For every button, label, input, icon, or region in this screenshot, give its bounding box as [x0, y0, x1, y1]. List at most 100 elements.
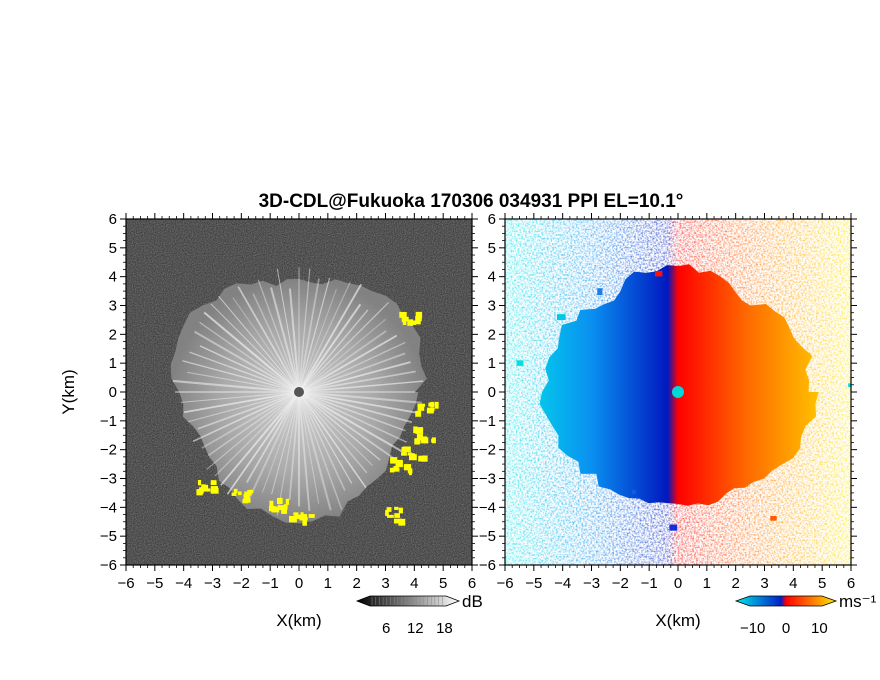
snr-streak	[276, 391, 300, 516]
snr-streak	[298, 301, 390, 393]
snr-streak	[298, 391, 406, 432]
snr-highlight-cluster	[401, 446, 428, 462]
snr-radial-streaks	[172, 267, 424, 516]
snr-streak	[298, 278, 320, 393]
y-tick-label: −6	[100, 557, 117, 574]
velocity-colorbar-unit: ms⁻¹	[839, 592, 877, 611]
snr-streak	[276, 268, 300, 393]
snr-highlight-cluster	[413, 426, 436, 445]
x-tick-label: 2	[731, 575, 739, 592]
snr-streak	[298, 391, 416, 414]
snr-streak	[298, 283, 363, 393]
snr-streak	[214, 391, 300, 477]
y-tick-label: 5	[488, 240, 496, 257]
x-tick-label: 5	[439, 575, 447, 592]
snr-streak	[257, 279, 300, 393]
y-tick-label: −1	[100, 413, 117, 430]
snr-streak	[271, 391, 300, 495]
snr-streak	[298, 380, 424, 393]
snr-streak	[189, 351, 300, 393]
velocity-scatter-pixels	[516, 270, 851, 531]
snr-streak	[298, 391, 400, 463]
snr-streak	[298, 391, 408, 444]
y-tick-label: 6	[488, 211, 496, 228]
snr-streak	[192, 391, 300, 443]
x-tick-label: 0	[674, 575, 682, 592]
y-tick-label: 3	[109, 298, 117, 315]
snr-streak	[298, 330, 387, 393]
x-tick-label: 6	[847, 575, 855, 592]
snr-y-tick-labels: 6 5 4 3 2 1 0 −1 −2 −3 −4 −5 −6	[100, 211, 117, 574]
x-tick-label: −6	[117, 575, 134, 592]
x-tick-label: 4	[410, 575, 418, 592]
snr-streak	[298, 391, 320, 504]
y-tick-label: −3	[100, 471, 117, 488]
snr-streak	[220, 391, 300, 486]
snr-streak	[298, 390, 422, 404]
x-tick-label: −3	[204, 575, 221, 592]
snr-streak	[201, 391, 300, 449]
snr-strong-echoes	[196, 311, 439, 526]
snr-streak	[298, 391, 368, 474]
y-tick-label: 0	[488, 384, 496, 401]
snr-streak	[172, 379, 300, 394]
snr-y-axis-label: Y(km)	[59, 369, 78, 414]
snr-streak	[298, 309, 369, 393]
snr-streak	[247, 391, 300, 502]
velocity-colorbar-tick-labels: −10 0 10	[740, 620, 828, 637]
y-tick-label: −3	[479, 471, 496, 488]
snr-streak	[203, 311, 300, 393]
x-tick-label: 2	[352, 575, 360, 592]
y-tick-label: −4	[100, 499, 117, 516]
snr-streak	[246, 391, 300, 483]
velocity-colorbar: −10 0 10 ms⁻¹	[734, 592, 877, 637]
x-tick-label: 0	[295, 575, 303, 592]
snr-streak	[237, 286, 300, 393]
velocity-speck	[848, 383, 851, 388]
x-tick-label: 1	[324, 575, 332, 592]
x-tick-label: 6	[468, 575, 476, 592]
y-tick-label: 2	[488, 326, 496, 343]
snr-streak	[298, 391, 353, 484]
x-tick-label: −3	[583, 575, 600, 592]
velocity-speck	[770, 515, 777, 521]
velocity-colorbar-tick: 10	[811, 620, 828, 637]
snr-streak	[207, 391, 300, 457]
velocity-speck	[556, 314, 566, 321]
velocity-y-tick-labels: 6 5 4 3 2 1 0 −1 −2 −3 −4 −5 −6	[479, 211, 496, 574]
snr-streak	[298, 288, 337, 393]
x-tick-label: 1	[703, 575, 711, 592]
snr-streak	[298, 391, 381, 461]
snr-highlight-cluster	[289, 512, 315, 526]
snr-x-tick-labels: −6 −5 −4 −3 −2 −1 0 1 2 3 4 5 6	[117, 575, 476, 592]
snr-streak	[226, 391, 300, 495]
snr-streak	[298, 391, 373, 466]
velocity-x-tick-labels: −6 −5 −4 −3 −2 −1 0 1 2 3 4 5 6	[496, 575, 855, 592]
x-tick-label: 3	[381, 575, 389, 592]
snr-streak	[199, 345, 300, 393]
snr-streak	[183, 391, 300, 414]
snr-streak	[288, 391, 300, 501]
snr-ticks	[120, 213, 478, 571]
snr-streak	[298, 277, 331, 393]
snr-colorbar-tick-labels: 6 12 18	[382, 620, 453, 637]
x-tick-label: −6	[496, 575, 513, 592]
snr-streak	[298, 318, 387, 393]
snr-highlight-cluster	[196, 480, 219, 496]
snr-streak	[232, 297, 300, 393]
snr-streak	[298, 391, 332, 511]
velocity-panel: −6 −5 −4 −3 −2 −1 0 1 2 3 4 5 6 6543210−1−2−3−4−5−6 …	[479, 211, 877, 637]
y-tick-label: −6	[479, 557, 496, 574]
snr-streak	[206, 391, 300, 470]
snr-streak	[210, 303, 300, 393]
x-tick-label: 3	[760, 575, 768, 592]
snr-streak	[298, 361, 411, 393]
snr-streak	[298, 352, 406, 393]
snr-streak	[298, 391, 367, 488]
velocity-x-axis-label: X(km)	[655, 611, 700, 630]
snr-streak	[194, 330, 300, 393]
snr-streak	[298, 370, 416, 393]
y-tick-label: 3	[488, 298, 496, 315]
snr-streak	[298, 341, 406, 393]
snr-streak	[252, 293, 300, 393]
